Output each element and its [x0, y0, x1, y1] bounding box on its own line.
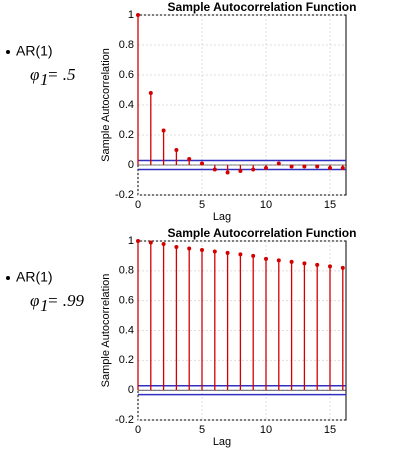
- phi-value: = .5: [47, 65, 75, 84]
- y-tick-label: -0.2: [115, 189, 134, 201]
- y-axis-label: Sample Autocorrelation: [100, 274, 112, 388]
- stem-marker: [264, 166, 268, 170]
- bullet-dot: [6, 50, 10, 54]
- stem-marker: [225, 170, 230, 175]
- stem-marker: [161, 241, 166, 246]
- stem-marker: [200, 161, 204, 166]
- stem-marker: [200, 247, 204, 252]
- stem-marker: [315, 262, 320, 267]
- stem-marker: [225, 250, 230, 255]
- stem-marker: [276, 258, 281, 263]
- stem-marker: [340, 265, 345, 270]
- chart: Sample Autocorrelation Function-0.200.20…: [100, 0, 357, 223]
- x-tick-label: 15: [324, 424, 336, 436]
- stem-marker: [187, 157, 192, 161]
- stem-marker: [289, 259, 294, 264]
- y-tick-label: 1: [128, 235, 134, 247]
- y-tick-label: 0: [128, 159, 134, 171]
- stem-marker: [328, 264, 332, 269]
- x-tick-label: 0: [135, 424, 141, 436]
- y-tick-label: 0.2: [119, 129, 134, 141]
- stem-marker: [174, 244, 179, 249]
- x-tick-label: 5: [199, 424, 205, 436]
- y-tick-label: 0.6: [119, 69, 134, 81]
- stem-marker: [238, 252, 243, 257]
- stem-marker: [251, 253, 256, 258]
- stem-marker: [315, 164, 320, 169]
- y-tick-label: 0: [128, 384, 134, 396]
- phi-subscript: 1: [40, 70, 49, 89]
- chart-title: Sample Autocorrelation Function: [168, 0, 357, 14]
- phi-symbol: φ: [30, 65, 39, 84]
- x-tick-label: 15: [324, 199, 336, 211]
- x-axis-label: Lag: [213, 436, 231, 448]
- stem-marker: [340, 166, 345, 170]
- y-tick-label: 0.2: [119, 354, 134, 366]
- x-tick-label: 10: [260, 424, 272, 436]
- x-axis-label: Lag: [213, 211, 231, 223]
- phi-value: = .99: [47, 291, 84, 310]
- y-tick-label: 0.8: [119, 39, 134, 51]
- stem-marker: [148, 240, 153, 245]
- stem-marker: [212, 249, 217, 254]
- stem-marker: [302, 164, 307, 169]
- stem-marker: [174, 148, 179, 152]
- stem-marker: [328, 166, 332, 170]
- bullet-label: AR(1): [16, 43, 53, 59]
- stem-marker: [161, 128, 166, 133]
- x-tick-label: 5: [199, 199, 205, 211]
- stem-marker: [238, 169, 243, 173]
- phi-symbol: φ: [30, 291, 39, 310]
- stem-marker: [212, 167, 217, 172]
- stem-marker: [251, 167, 256, 172]
- stem-marker: [136, 239, 140, 243]
- bullet-dot: [6, 276, 10, 280]
- stem-marker: [187, 246, 192, 251]
- y-tick-label: -0.2: [115, 414, 134, 426]
- stem-marker: [289, 164, 294, 169]
- bullet-label: AR(1): [16, 269, 53, 285]
- x-tick-label: 10: [260, 199, 272, 211]
- x-tick-label: 0: [135, 199, 141, 211]
- stem-marker: [276, 161, 281, 166]
- stem-marker: [136, 13, 140, 17]
- chart-title: Sample Autocorrelation Function: [168, 226, 357, 240]
- y-tick-label: 0.4: [119, 99, 134, 111]
- y-tick-label: 0.6: [119, 295, 134, 307]
- y-tick-label: 0.4: [119, 324, 134, 336]
- y-tick-label: 1: [128, 9, 134, 21]
- chart: Sample Autocorrelation Function-0.200.20…: [100, 226, 357, 448]
- phi-subscript: 1: [40, 296, 49, 315]
- stem-marker: [302, 261, 307, 266]
- y-axis-label: Sample Autocorrelation: [100, 48, 112, 162]
- stem-marker: [148, 91, 153, 95]
- y-tick-label: 0.8: [119, 265, 134, 277]
- stem-marker: [264, 256, 268, 261]
